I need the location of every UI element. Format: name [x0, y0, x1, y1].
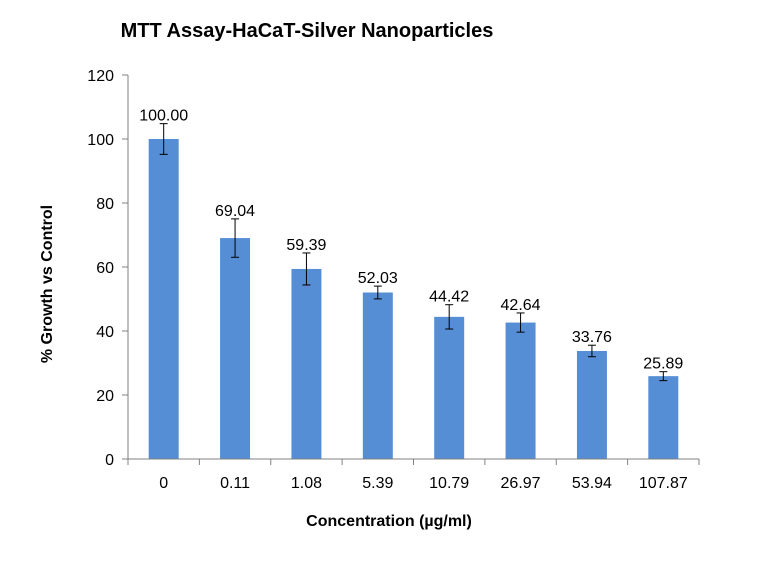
data-label-3: 52.03: [358, 270, 398, 287]
y-tick-label-3: 60: [96, 260, 114, 277]
y-tick-label-0: 0: [105, 452, 114, 469]
data-label-5: 42.64: [501, 297, 541, 314]
data-label-2: 59.39: [286, 237, 326, 254]
y-tick-label-5: 100: [87, 132, 114, 149]
x-axis-title: Concentration (µg/ml): [306, 513, 472, 530]
y-tick-label-4: 80: [96, 196, 114, 213]
bar-3: [362, 292, 393, 459]
bar-5: [505, 322, 536, 459]
y-tick-label-2: 40: [96, 324, 114, 341]
data-label-7: 25.89: [643, 356, 683, 373]
data-label-1: 69.04: [215, 203, 255, 220]
x-tick-label-6: 53.94: [572, 475, 612, 492]
y-axis-title: % Growth vs Control: [39, 205, 56, 363]
data-label-6: 33.76: [572, 329, 612, 346]
plot-area: 100.00 69.04 59.39 52.03 44.42 42.64 33.76 25.8…: [87, 68, 700, 492]
x-tick-label-7: 107.87: [639, 475, 688, 492]
x-tick-label-4: 10.79: [429, 475, 469, 492]
bar-1: [220, 238, 251, 459]
bar-7: [648, 376, 679, 459]
chart-title: MTT Assay-HaCaT-Silver Nanoparticles: [121, 20, 494, 42]
data-label-4: 44.42: [429, 289, 469, 306]
y-tick-label-6: 120: [87, 68, 114, 85]
bar-0: [148, 139, 179, 459]
x-tick-label-5: 26.97: [501, 475, 541, 492]
bar-6: [576, 350, 607, 459]
x-tick-label-1: 0.11: [220, 475, 250, 492]
x-tick-label-0: 0: [159, 475, 168, 492]
bar-4: [434, 316, 465, 459]
x-tick-label-3: 5.39: [362, 475, 393, 492]
y-tick-label-1: 20: [96, 388, 114, 405]
bar-2: [291, 268, 322, 459]
x-tick-label-2: 1.08: [291, 475, 322, 492]
data-label-0: 100.00: [139, 108, 188, 125]
